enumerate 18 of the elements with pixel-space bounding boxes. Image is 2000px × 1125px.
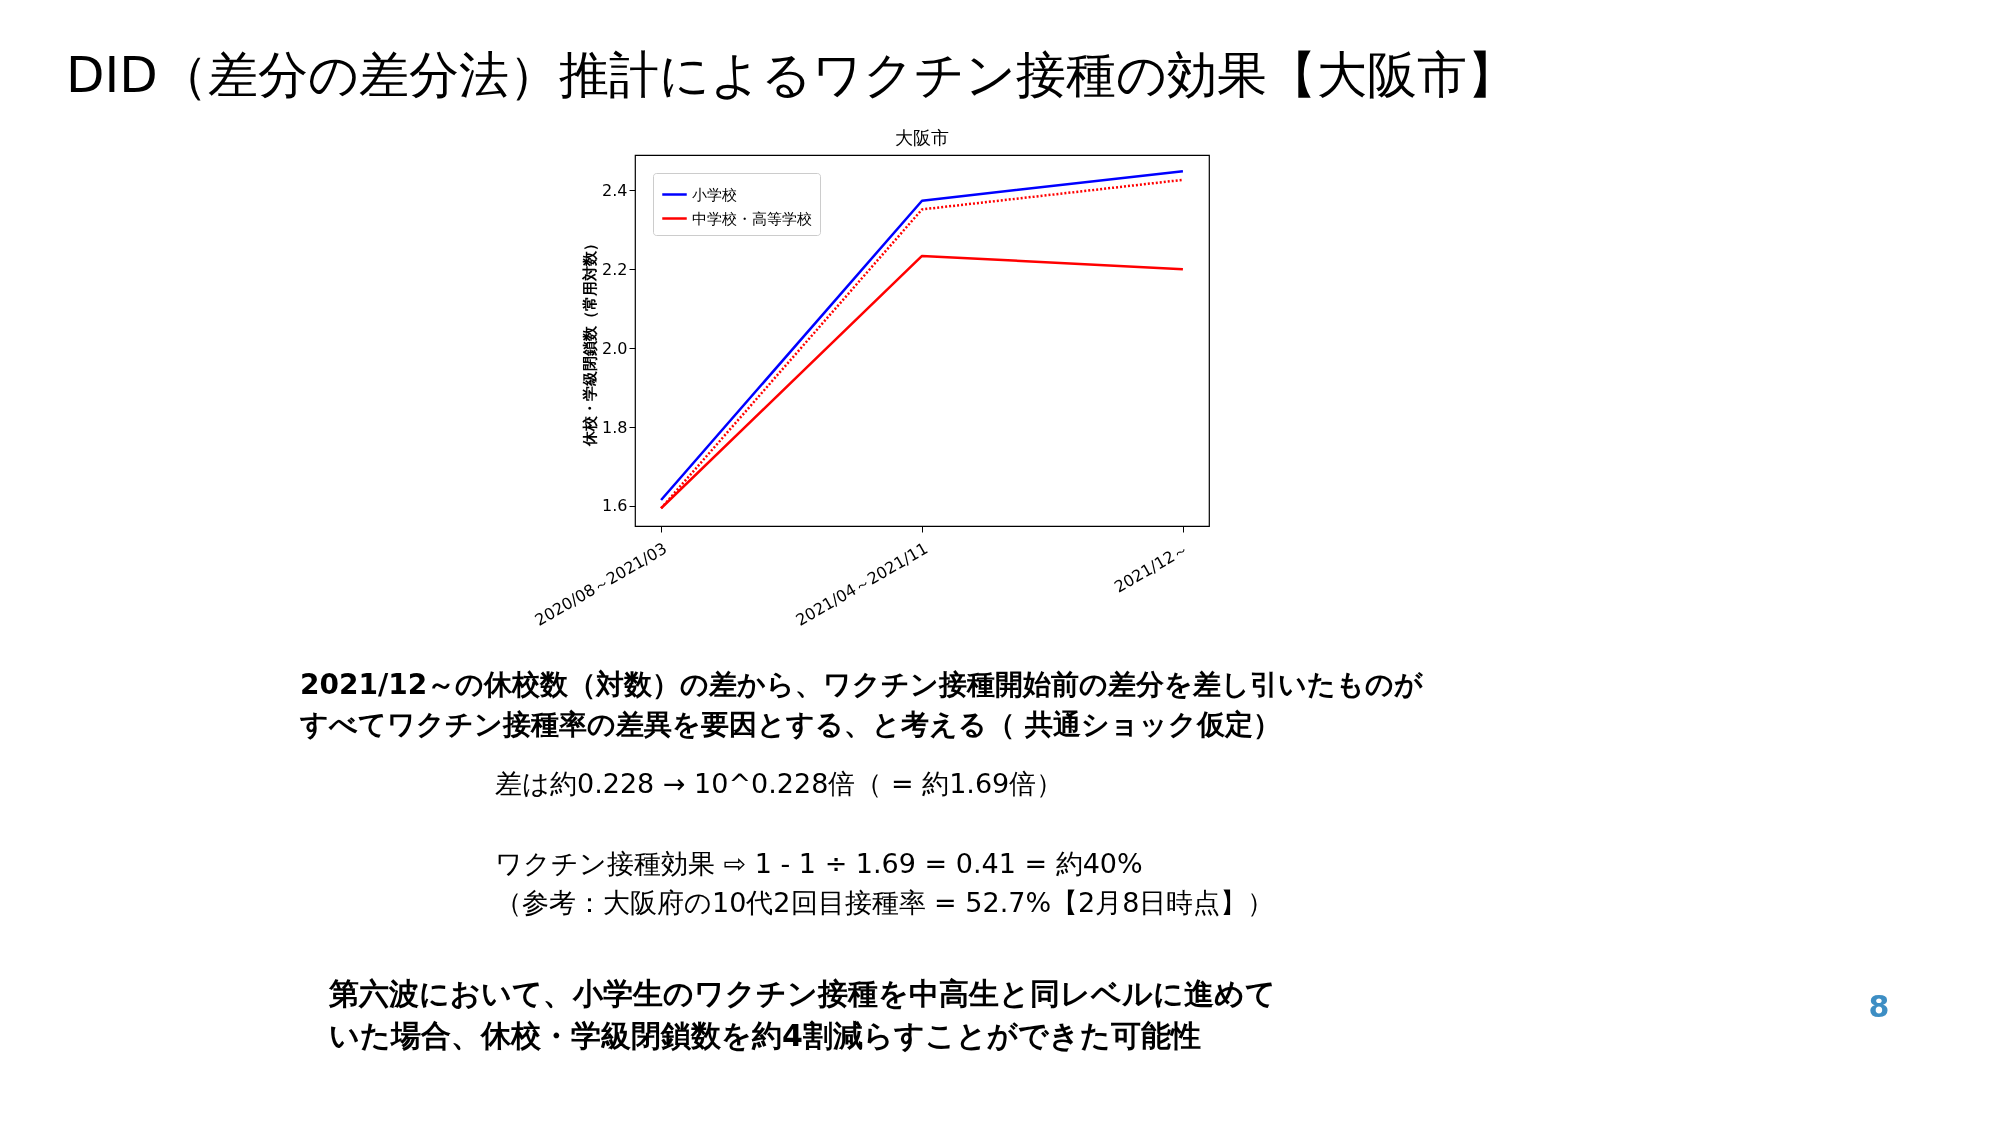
text: いた場合、休校・学級閉鎖数を約4割減らすことができた可能性 (329, 1018, 1201, 1053)
text: ワクチン接種効果 ⇨ 1 - 1 ÷ 1.69 = 0.41 = 約40% (495, 848, 1143, 879)
text: 差は約0.228 → 10^0.228倍（ = 約1.69倍） (495, 768, 1064, 799)
text: 2021/12～の休校数（対数）の差から、ワクチン接種開始前の差分を差し引いたものが (300, 668, 1425, 701)
text: 第六波において、小学生のワクチン接種を中高生と同レベルに進めて (328, 976, 1276, 1011)
y-tick-label: 2.4 (602, 180, 628, 200)
y-tick-label: 2.2 (602, 259, 628, 279)
legend-label: 中学校・高等学校 (692, 209, 812, 228)
chart-title: DID（差分の差分法）推計によるワクチン接種の効果【大阪市】 (66, 46, 1517, 104)
text: 8 (1868, 989, 1890, 1024)
text: （参考：大阪府の10代2回目接種率 = 52.7%【2月8日時点】） (495, 887, 1275, 918)
y-tick-label: 1.8 (602, 417, 628, 437)
chart-subtitle: 大阪市 (895, 127, 949, 148)
y-tick-label: 2.0 (602, 338, 628, 358)
y-tick-label: 1.6 (602, 496, 628, 516)
legend-label: 小学校 (692, 185, 737, 204)
text: すべてワクチン接種率の差異を要因とする、と考える（ 共通ショック仮定） (299, 708, 1281, 741)
y-axis-title: 休校・学級閉鎖数（常用対数） (581, 236, 600, 447)
